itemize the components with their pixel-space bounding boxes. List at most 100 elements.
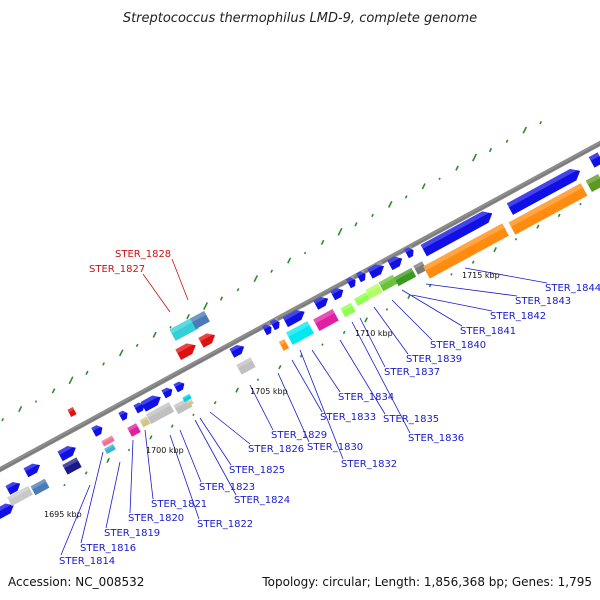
label-leader-lines bbox=[60, 258, 548, 556]
gene-label[interactable]: STER_1843 bbox=[515, 296, 571, 307]
gc-mark bbox=[135, 343, 139, 348]
gc-mark bbox=[85, 370, 89, 375]
gc-mark bbox=[287, 257, 292, 264]
gene-feature bbox=[270, 317, 280, 331]
gene-feature bbox=[278, 339, 290, 351]
gene-label[interactable]: STER_1816 bbox=[80, 543, 136, 554]
gene-label[interactable]: STER_1836 bbox=[408, 433, 464, 444]
gene-feature bbox=[588, 152, 600, 168]
gene-feature bbox=[173, 379, 185, 393]
gene-feature bbox=[423, 223, 509, 279]
gene-label[interactable]: STER_1840 bbox=[430, 340, 486, 351]
gc-mark bbox=[522, 126, 528, 134]
gene-feature bbox=[7, 485, 33, 507]
gene-label[interactable]: STER_1822 bbox=[197, 519, 253, 530]
gene-label[interactable]: STER_1830 bbox=[307, 442, 363, 453]
gene-label[interactable]: STER_1835 bbox=[383, 414, 439, 425]
genome-summary-text: Topology: circular; Length: 1,856,368 bp… bbox=[261, 575, 592, 589]
gene-feature bbox=[393, 267, 417, 287]
gc-mark bbox=[278, 364, 282, 370]
gene-label[interactable]: STER_1841 bbox=[460, 326, 516, 337]
leader-line bbox=[171, 258, 189, 301]
gene-label[interactable]: STER_1825 bbox=[229, 465, 285, 476]
gc-mark bbox=[170, 424, 174, 428]
scale-ticks: 1695 kbp 1700 kbp 1705 kbp 1710 kbp 1715… bbox=[44, 271, 500, 519]
gc-mark bbox=[387, 200, 393, 208]
leader-line bbox=[464, 267, 548, 284]
gene-feature bbox=[57, 442, 76, 462]
gene-feature bbox=[340, 302, 356, 318]
gene-label[interactable]: STER_1829 bbox=[271, 430, 327, 441]
genome-backbone bbox=[0, 140, 600, 473]
gene-feature bbox=[286, 321, 314, 345]
gene-label[interactable]: STER_1839 bbox=[406, 354, 462, 365]
gene-label[interactable]: STER_1837 bbox=[384, 367, 440, 378]
gc-mark bbox=[34, 400, 38, 403]
gene-feature bbox=[101, 435, 115, 447]
gc-mark bbox=[385, 308, 389, 311]
gene-feature bbox=[30, 478, 50, 496]
gene-feature bbox=[186, 399, 194, 407]
gc-mark bbox=[493, 246, 497, 253]
gene-label[interactable]: STER_1819 bbox=[104, 528, 160, 539]
gene-label[interactable]: STER_1828 bbox=[115, 249, 171, 260]
gc-mark bbox=[337, 227, 343, 236]
leader-line bbox=[194, 419, 237, 496]
gc-mark bbox=[63, 483, 66, 487]
gc-mark bbox=[354, 222, 358, 227]
gene-feature bbox=[506, 165, 581, 215]
gc-mark bbox=[84, 471, 88, 475]
gene-label[interactable]: STER_1824 bbox=[234, 495, 290, 506]
gene-feature bbox=[413, 261, 427, 275]
gene-feature bbox=[5, 479, 21, 495]
gene-feature bbox=[173, 397, 193, 415]
gene-feature bbox=[161, 385, 173, 399]
gene-label[interactable]: STER_1827 bbox=[89, 264, 145, 275]
leader-line bbox=[129, 439, 134, 514]
gene-feature bbox=[365, 283, 383, 299]
gc-mark bbox=[51, 388, 56, 394]
gc-content-track bbox=[1, 120, 582, 487]
gc-mark bbox=[192, 413, 195, 417]
gc-mark bbox=[450, 273, 453, 276]
gene-feature bbox=[387, 253, 403, 271]
tick-label-1700: 1700 kbp bbox=[146, 446, 184, 455]
leader-line bbox=[359, 317, 386, 368]
gene-label[interactable]: STER_1821 bbox=[151, 499, 207, 510]
gc-mark bbox=[539, 120, 543, 125]
gene-label[interactable]: STER_1844 bbox=[545, 283, 600, 294]
tick-label-1705: 1705 kbp bbox=[250, 387, 288, 396]
gene-label[interactable]: STER_1814 bbox=[59, 556, 115, 567]
gene-label[interactable]: STER_1832 bbox=[341, 459, 397, 470]
gene-feature bbox=[145, 401, 175, 425]
gc-mark bbox=[256, 378, 260, 381]
gene-label[interactable]: STER_1820 bbox=[128, 513, 184, 524]
gc-mark bbox=[303, 251, 307, 255]
gene-feature bbox=[367, 261, 385, 279]
gene-label[interactable]: STER_1826 bbox=[248, 444, 304, 455]
leader-line bbox=[401, 289, 463, 327]
gc-mark bbox=[471, 260, 475, 264]
gene-feature bbox=[236, 357, 256, 375]
gene-feature bbox=[67, 407, 77, 417]
gene-label[interactable]: STER_1842 bbox=[490, 311, 546, 322]
gene-feature bbox=[139, 416, 151, 428]
leader-line bbox=[277, 372, 310, 443]
leader-line bbox=[411, 294, 493, 312]
gc-mark bbox=[472, 153, 478, 162]
gc-mark bbox=[118, 349, 124, 357]
gc-mark bbox=[371, 213, 374, 218]
map-title: Streptococcus thermophilus LMD-9, comple… bbox=[123, 11, 477, 26]
gc-mark bbox=[557, 213, 561, 218]
gc-mark bbox=[579, 202, 582, 206]
gene-label[interactable]: STER_1823 bbox=[199, 482, 255, 493]
gene-label[interactable]: STER_1833 bbox=[320, 412, 376, 423]
gc-mark bbox=[404, 195, 408, 199]
gc-mark bbox=[68, 376, 74, 385]
gene-feature bbox=[62, 457, 82, 475]
gene-feature bbox=[262, 322, 272, 336]
leader-line bbox=[351, 321, 411, 434]
gene-label[interactable]: STER_1834 bbox=[338, 392, 394, 403]
gene-feature bbox=[313, 309, 339, 331]
gc-mark bbox=[18, 405, 23, 413]
